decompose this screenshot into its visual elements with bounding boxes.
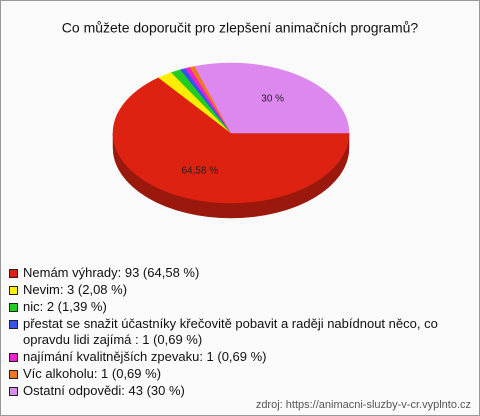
legend-item: Víc alkoholu: 1 (0,69 %) <box>9 366 469 382</box>
legend: Nemám výhrady: 93 (64,58 %) Nevim: 3 (2,0… <box>9 265 469 400</box>
legend-label: nic: 2 (1,39 %) <box>23 299 107 314</box>
slice <box>194 62 350 134</box>
legend-label: Ostatní odpovědi: 43 (30 %) <box>23 383 185 398</box>
legend-swatch <box>9 370 18 379</box>
legend-item: Ostatní odpovědi: 43 (30 %) <box>9 383 469 399</box>
legend-swatch <box>9 286 18 295</box>
slice <box>112 77 350 204</box>
legend-swatch <box>9 303 18 312</box>
data-label: 64,58 % <box>181 165 218 176</box>
pie-area: Co můžete doporučit pro zlepšení animačn… <box>62 20 419 219</box>
data-label: 30 % <box>261 94 284 105</box>
legend-item: přestat se snažit účastníky křečovitě po… <box>9 316 469 348</box>
legend-swatch <box>9 269 18 278</box>
legend-item: najímání kvalitnějších zpevaku: 1 (0,69 … <box>9 349 469 365</box>
legend-swatch <box>9 387 18 396</box>
legend-label: najímání kvalitnějších zpevaku: 1 (0,69 … <box>23 349 267 364</box>
legend-label: přestat se snažit účastníky křečovitě po… <box>23 316 438 347</box>
legend-swatch <box>9 353 18 362</box>
legend-label: Nemám výhrady: 93 (64,58 %) <box>23 265 200 280</box>
legend-item: nic: 2 (1,39 %) <box>9 299 469 315</box>
legend-item: Nevim: 3 (2,08 %) <box>9 282 469 298</box>
chart-title: Co můžete doporučit pro zlepšení animačn… <box>62 20 419 36</box>
legend-item: Nemám výhrady: 93 (64,58 %) <box>9 265 469 281</box>
legend-label: Víc alkoholu: 1 (0,69 %) <box>23 366 162 381</box>
legend-swatch <box>9 320 18 329</box>
legend-label: Nevim: 3 (2,08 %) <box>23 282 128 297</box>
source: zdroj: https://animacni-sluzby-v-cr.vypl… <box>255 399 471 411</box>
